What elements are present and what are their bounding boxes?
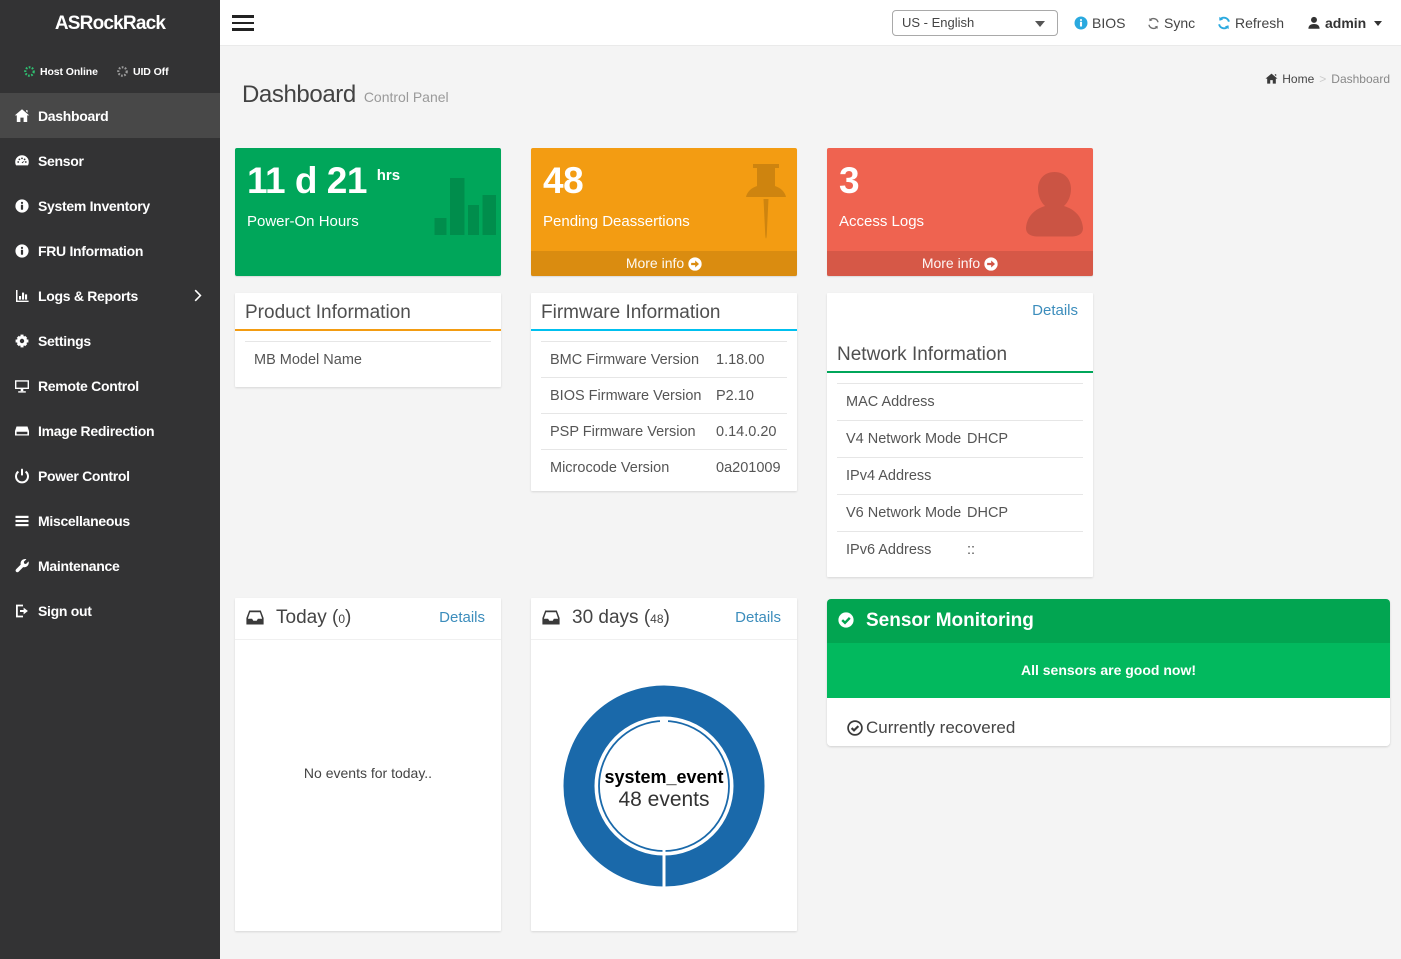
svg-text:system_event: system_event bbox=[604, 767, 723, 787]
svg-text:48 events: 48 events bbox=[618, 788, 709, 811]
